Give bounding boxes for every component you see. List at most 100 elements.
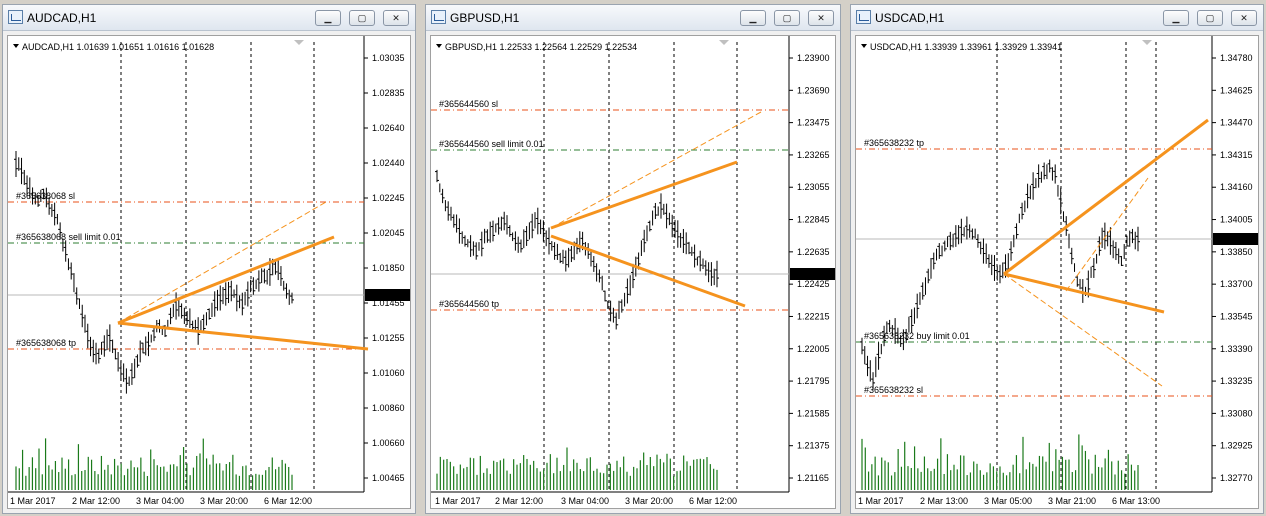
price-chart[interactable]: AUDCAD,H1 1.01639 1.01651 1.01616 1.0162… xyxy=(7,35,411,509)
window-title: AUDCAD,H1 xyxy=(27,11,97,25)
trend-line[interactable] xyxy=(1003,272,1165,314)
price-tick-label: 1.02440 xyxy=(372,158,405,168)
trend-line[interactable] xyxy=(550,234,746,308)
order-label: #365638232 sl xyxy=(864,385,923,395)
price-tick-label: 1.00660 xyxy=(372,438,405,448)
maximize-button[interactable]: ▢ xyxy=(1197,10,1223,26)
price-tick-label: 1.00465 xyxy=(372,473,405,483)
date-tick-label: 6 Mar 12:00 xyxy=(264,496,312,506)
chart-canvas[interactable]: AUDCAD,H1 1.01639 1.01651 1.01616 1.0162… xyxy=(8,36,411,509)
close-button[interactable]: ✕ xyxy=(1231,10,1257,26)
dropdown-triangle-icon[interactable] xyxy=(861,44,867,48)
price-tick-label: 1.02835 xyxy=(372,88,405,98)
current-price-box xyxy=(1213,233,1258,245)
date-tick-label: 6 Mar 12:00 xyxy=(689,496,737,506)
price-tick-label: 1.23055 xyxy=(797,182,830,192)
price-tick-label: 1.03035 xyxy=(372,53,405,63)
price-tick-label: 1.01060 xyxy=(372,368,405,378)
close-button[interactable]: ✕ xyxy=(383,10,409,26)
price-tick-label: 1.32925 xyxy=(1220,441,1253,451)
order-label: #365638232 tp xyxy=(864,138,924,148)
chart-shift-icon[interactable] xyxy=(1142,40,1152,45)
chart-window-audcad[interactable]: AUDCAD,H1 ▁ ▢ ✕ AUDCAD,H1 1.01639 1.0165… xyxy=(2,4,416,514)
price-tick-label: 1.02640 xyxy=(372,123,405,133)
current-price-label: 1.22534 xyxy=(793,270,826,280)
current-price-box xyxy=(365,289,410,301)
date-tick-label: 3 Mar 04:00 xyxy=(561,496,609,506)
chart-window-usdcad[interactable]: USDCAD,H1 ▁ ▢ ✕ USDCAD,H1 1.33939 1.3396… xyxy=(850,4,1264,514)
chart-canvas[interactable]: GBPUSD,H1 1.22533 1.22564 1.22529 1.2253… xyxy=(431,36,836,509)
trend-line[interactable] xyxy=(117,201,327,324)
price-tick-label: 1.21795 xyxy=(797,376,830,386)
price-tick-label: 1.01255 xyxy=(372,333,405,343)
current-price-label: 1.33941 xyxy=(1216,235,1249,245)
price-chart[interactable]: USDCAD,H1 1.33939 1.33961 1.33929 1.3394… xyxy=(855,35,1259,509)
chart-window-icon xyxy=(856,10,871,24)
price-tick-label: 1.33080 xyxy=(1220,408,1253,418)
maximize-button[interactable]: ▢ xyxy=(349,10,375,26)
price-tick-label: 1.23265 xyxy=(797,150,830,160)
current-price-label: 1.01628 xyxy=(368,291,401,301)
minimize-button[interactable]: ▁ xyxy=(315,10,341,26)
price-tick-label: 1.21375 xyxy=(797,441,830,451)
order-label: #365644560 tp xyxy=(439,299,499,309)
date-tick-label: 3 Mar 20:00 xyxy=(625,496,673,506)
date-tick-label: 1 Mar 2017 xyxy=(858,496,904,506)
price-tick-label: 1.21165 xyxy=(797,473,829,483)
chart-shift-icon[interactable] xyxy=(294,40,304,45)
price-tick-label: 1.02045 xyxy=(372,228,405,238)
order-label: #365638068 sl xyxy=(16,191,75,201)
price-tick-label: 1.22845 xyxy=(797,215,830,225)
price-tick-label: 1.02245 xyxy=(372,193,405,203)
date-tick-label: 3 Mar 21:00 xyxy=(1048,496,1096,506)
chart-canvas[interactable]: USDCAD,H1 1.33939 1.33961 1.33929 1.3394… xyxy=(856,36,1259,509)
price-chart[interactable]: GBPUSD,H1 1.22533 1.22564 1.22529 1.2253… xyxy=(430,35,836,509)
price-tick-label: 1.33235 xyxy=(1220,376,1253,386)
trend-line[interactable] xyxy=(117,235,335,325)
title-bar[interactable]: AUDCAD,H1 ▁ ▢ ✕ xyxy=(3,5,415,31)
trend-line[interactable] xyxy=(1003,118,1209,276)
close-button[interactable]: ✕ xyxy=(808,10,834,26)
chart-window-icon xyxy=(8,10,23,24)
order-label: #365638068 sell limit 0.01 xyxy=(16,232,121,242)
date-tick-label: 2 Mar 12:00 xyxy=(72,496,120,506)
trend-line[interactable] xyxy=(1065,177,1149,292)
window-title: GBPUSD,H1 xyxy=(450,11,520,25)
price-tick-label: 1.34470 xyxy=(1220,118,1253,128)
trend-line[interactable] xyxy=(550,160,738,230)
minimize-button[interactable]: ▁ xyxy=(1163,10,1189,26)
maximize-button[interactable]: ▢ xyxy=(774,10,800,26)
order-label: #365638232 buy limit 0.01 xyxy=(864,331,970,341)
title-bar[interactable]: USDCAD,H1 ▁ ▢ ✕ xyxy=(851,5,1263,31)
price-tick-label: 1.21585 xyxy=(797,408,830,418)
trend-line[interactable] xyxy=(117,321,369,351)
chart-shift-icon[interactable] xyxy=(719,40,729,45)
chart-window-gbpusd[interactable]: GBPUSD,H1 ▁ ▢ ✕ GBPUSD,H1 1.22533 1.2256… xyxy=(425,4,841,514)
price-tick-label: 1.00860 xyxy=(372,403,405,413)
window-title: USDCAD,H1 xyxy=(875,11,945,25)
price-tick-label: 1.33390 xyxy=(1220,344,1253,354)
date-tick-label: 1 Mar 2017 xyxy=(10,496,56,506)
price-tick-label: 1.34625 xyxy=(1220,85,1253,95)
dropdown-triangle-icon[interactable] xyxy=(436,44,442,48)
minimize-button[interactable]: ▁ xyxy=(740,10,766,26)
symbol-info-line: GBPUSD,H1 1.22533 1.22564 1.22529 1.2253… xyxy=(445,42,637,52)
order-label: #365638068 tp xyxy=(16,338,76,348)
dropdown-triangle-icon[interactable] xyxy=(13,44,19,48)
symbol-info-line: USDCAD,H1 1.33939 1.33961 1.33929 1.3394… xyxy=(870,42,1062,52)
date-tick-label: 1 Mar 2017 xyxy=(435,496,481,506)
date-tick-label: 3 Mar 05:00 xyxy=(984,496,1032,506)
price-tick-label: 1.23475 xyxy=(797,118,830,128)
trend-line[interactable] xyxy=(550,111,762,229)
price-tick-label: 1.34160 xyxy=(1220,182,1253,192)
price-tick-label: 1.01455 xyxy=(372,298,405,308)
order-label: #365644560 sl xyxy=(439,99,498,109)
price-tick-label: 1.23900 xyxy=(797,53,830,63)
title-bar[interactable]: GBPUSD,H1 ▁ ▢ ✕ xyxy=(426,5,840,31)
price-tick-label: 1.22215 xyxy=(797,311,830,321)
trend-line[interactable] xyxy=(1003,273,1163,387)
date-tick-label: 2 Mar 12:00 xyxy=(495,496,543,506)
price-tick-label: 1.34005 xyxy=(1220,215,1253,225)
price-tick-label: 1.34780 xyxy=(1220,53,1253,63)
date-tick-label: 3 Mar 04:00 xyxy=(136,496,184,506)
